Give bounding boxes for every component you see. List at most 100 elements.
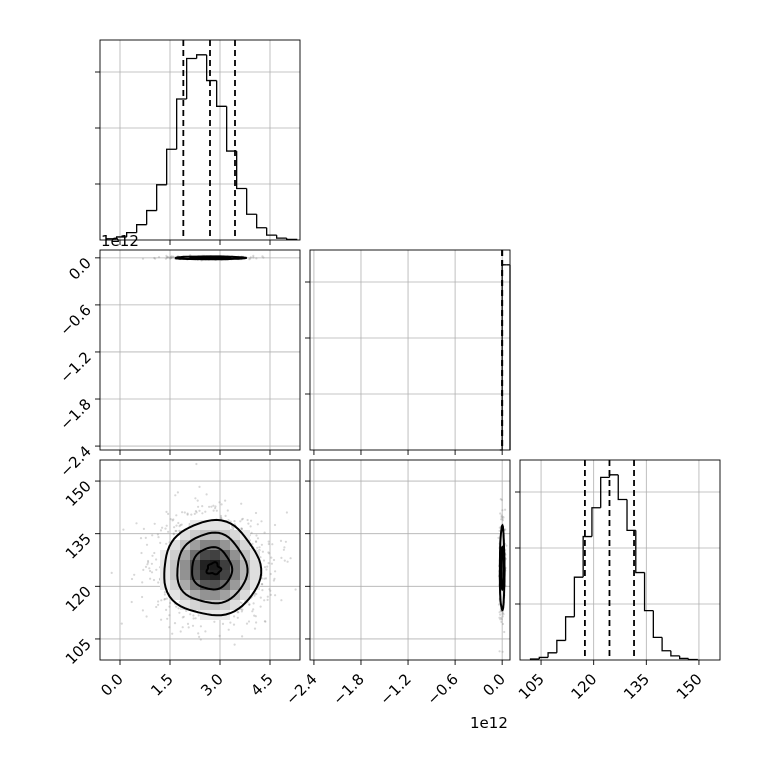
histogram-bin [196, 54, 207, 59]
density-cell [190, 600, 200, 610]
scatter-point [501, 519, 504, 522]
density-cell [230, 560, 240, 570]
scatter-point [197, 632, 200, 635]
histogram-param-1-panel [95, 39, 301, 245]
scatter-point [256, 546, 259, 549]
density-cell [240, 540, 250, 550]
scatter-point [192, 617, 195, 620]
scatter-point [254, 540, 258, 543]
scatter-point [179, 523, 182, 527]
density-cell [170, 580, 180, 590]
scatter-point [130, 600, 133, 604]
scatter-point [256, 523, 259, 526]
x-ticks [119, 660, 271, 665]
scatter-point [165, 510, 168, 513]
scatter-point [164, 527, 167, 530]
contour-line [189, 255, 232, 260]
density-cell [190, 540, 200, 550]
density-cell [190, 590, 200, 600]
y-tick-label: −1.2 [56, 348, 94, 386]
histogram-bin [126, 231, 137, 237]
scatter-point [133, 573, 136, 576]
scatter-point [499, 618, 502, 621]
x-tick-label: −1.8 [329, 670, 367, 708]
axis-frame [309, 459, 511, 661]
density-cells [160, 520, 260, 620]
scatter-point [262, 559, 266, 562]
scatter-point [178, 529, 181, 532]
contour-line [500, 545, 505, 592]
x-tick-label: 1.5 [147, 670, 177, 700]
scatter-point [267, 542, 270, 546]
scatter-point [255, 540, 258, 544]
scatter-point [215, 509, 218, 512]
x-tick-label: −1.2 [376, 670, 414, 708]
density-cell [230, 550, 240, 560]
scatter-point [198, 485, 201, 488]
scatter-point [267, 562, 270, 565]
scatter-point [170, 255, 173, 258]
scatter-point [210, 505, 213, 508]
scatter-point [269, 593, 272, 597]
scatter-point [498, 650, 501, 653]
scatter-point [233, 643, 236, 646]
scatter-point [163, 598, 166, 601]
density-cell [240, 550, 250, 560]
contour-lines [498, 523, 506, 612]
scatter-point [502, 613, 505, 616]
scatter-point [247, 522, 250, 525]
scatter-point [252, 608, 255, 611]
scatter-point [500, 514, 503, 517]
scatter-point [141, 581, 144, 584]
scatter-point [259, 605, 262, 608]
y-tick-label: −2.4 [56, 442, 94, 480]
scatter-point [500, 618, 503, 621]
scatter-point [165, 608, 168, 612]
density-cell [230, 570, 240, 580]
scatter-point [204, 630, 207, 633]
scatter-point [272, 558, 276, 562]
scatter-point [220, 516, 223, 520]
scatter-point [189, 613, 192, 616]
scatter-point [166, 617, 169, 620]
scatter-point [175, 524, 178, 527]
scatter-point [255, 534, 258, 537]
scatter-point [198, 635, 201, 639]
scatter-point [208, 505, 211, 508]
scatter-point [248, 258, 251, 261]
histogram-bin [608, 474, 619, 478]
scatter-point [195, 462, 198, 466]
scatter-point [182, 615, 185, 618]
histogram-bin [564, 616, 575, 641]
scatter-point [254, 511, 258, 515]
scatter-point [248, 603, 251, 606]
scatter-point [172, 518, 175, 521]
density-cell [230, 530, 240, 540]
scatter-point [253, 627, 257, 630]
scatter-point [237, 611, 240, 614]
scatter-point [501, 515, 504, 518]
scatter-point [263, 577, 266, 580]
scatter-point [250, 531, 253, 535]
scatter-point [504, 528, 507, 531]
density-param-1-vs-param-2-panel: −2.4 −1.8 −1.2 −0.6 0.0 [56, 249, 301, 481]
scatter-point [220, 503, 223, 506]
scatter-point [227, 628, 230, 631]
scatter-point [273, 523, 277, 527]
scatter-point [265, 568, 268, 571]
density-cell [210, 590, 220, 600]
histogram-bin [573, 576, 584, 617]
scatter-point [274, 594, 277, 597]
scatter-point [185, 609, 188, 613]
histogram-bin [643, 572, 654, 612]
scatter-point [172, 256, 175, 259]
density-cell [230, 600, 240, 610]
scatter-point [264, 620, 267, 623]
scatter-point [254, 615, 257, 618]
histogram-bin [556, 639, 566, 653]
scatter-point [498, 616, 501, 619]
scatter-point [161, 526, 164, 529]
density-cell [190, 560, 200, 570]
histogram-param-2-panel [305, 249, 511, 455]
